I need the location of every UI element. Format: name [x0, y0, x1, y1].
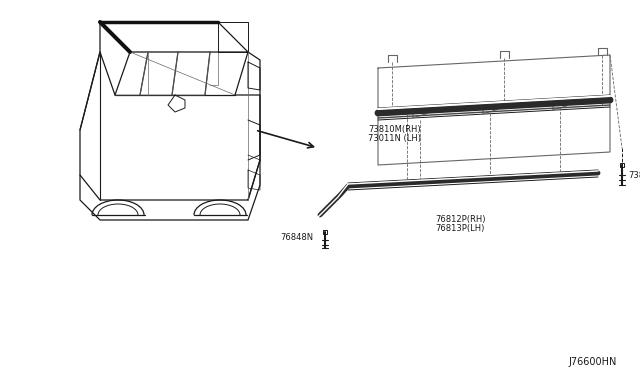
Text: 73810M(RH): 73810M(RH) — [368, 125, 420, 134]
Text: 73856J: 73856J — [628, 171, 640, 180]
Text: 73011N (LH): 73011N (LH) — [368, 134, 421, 143]
Text: 76813P(LH): 76813P(LH) — [435, 224, 484, 233]
Text: 76812P(RH): 76812P(RH) — [435, 215, 486, 224]
Text: J76600HN: J76600HN — [568, 357, 616, 367]
Text: 76848N: 76848N — [280, 233, 313, 242]
